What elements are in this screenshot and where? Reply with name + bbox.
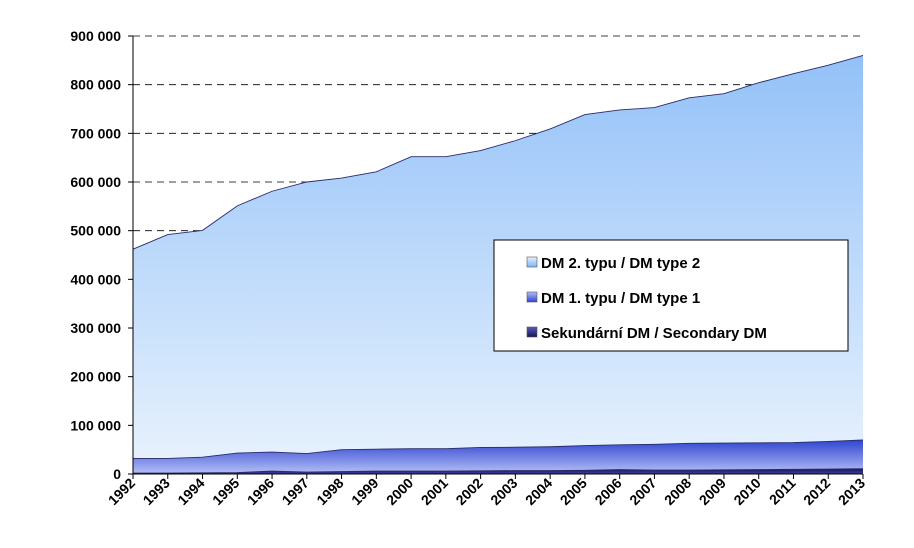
x-tick-label: 1998 — [313, 475, 346, 508]
x-tick-label: 1993 — [140, 475, 173, 508]
area-secondary-dm-outline — [133, 468, 864, 474]
area-dm-type-2-outline — [132, 55, 864, 250]
x-tick-label: 2009 — [696, 475, 729, 508]
y-tick-label: 0 — [113, 466, 121, 482]
legend-label-type1: DM 1. typu / DM type 1 — [541, 290, 700, 307]
x-tick-label: 2012 — [800, 475, 833, 508]
x-tick-label: 2000 — [383, 475, 416, 508]
x-tick-label: 1992 — [105, 475, 138, 508]
legend-item-secondary: Sekundární DM / Secondary DM — [526, 325, 767, 342]
x-tick-label: 2001 — [418, 475, 451, 508]
legend: DM 2. typu / DM type 2 DM 1. typu / DM t… — [493, 239, 849, 352]
y-axis-ticks: 0 100 000 200 000 300 000 400 000 500 000 600 … — [70, 28, 133, 482]
x-tick-label: 2006 — [591, 475, 624, 508]
area-dm-type-1-outline — [133, 439, 864, 459]
y-tick-label: 700 000 — [70, 125, 121, 141]
legend-item-type2: DM 2. typu / DM type 2 — [526, 255, 700, 272]
y-tick-label: 500 000 — [70, 223, 121, 239]
x-tick-label: 1997 — [279, 475, 312, 508]
x-tick-label: 1999 — [348, 475, 381, 508]
legend-swatch-type2 — [526, 256, 538, 268]
area-secondary-dm — [133, 468, 863, 474]
y-tick-label: 800 000 — [70, 77, 121, 93]
x-tick-label: 2011 — [766, 475, 799, 508]
y-tick-label: 900 000 — [70, 28, 121, 44]
y-tick-label: 200 000 — [70, 369, 121, 385]
axes — [132, 36, 863, 475]
y-tick-label: 300 000 — [70, 320, 121, 336]
y-tick-label: 600 000 — [70, 174, 121, 190]
x-tick-label: 2005 — [557, 475, 590, 508]
x-tick-label: 2003 — [487, 475, 520, 508]
x-tick-label: 1995 — [209, 475, 242, 508]
x-tick-label: 1994 — [174, 475, 207, 508]
x-tick-label: 2002 — [452, 475, 485, 508]
legend-label-type2: DM 2. typu / DM type 2 — [541, 255, 700, 272]
area-dm-type-1 — [133, 439, 863, 474]
legend-swatch-type1 — [526, 291, 538, 303]
legend-item-type1: DM 1. typu / DM type 1 — [526, 290, 700, 307]
legend-swatch-secondary — [526, 326, 538, 338]
y-tick-label: 400 000 — [70, 271, 121, 287]
x-tick-label: 2008 — [661, 475, 694, 508]
x-tick-label: 2010 — [730, 475, 763, 508]
legend-label-secondary: Sekundární DM / Secondary DM — [541, 325, 767, 342]
x-axis-ticks: 1992 1993 1994 1995 1996 1997 1998 1999 2000 2001… — [105, 474, 868, 508]
x-tick-label: 1996 — [244, 475, 277, 508]
x-tick-label: 2013 — [835, 475, 868, 508]
x-tick-label: 2007 — [626, 475, 659, 508]
y-tick-label: 100 000 — [70, 417, 121, 433]
x-tick-label: 2004 — [522, 475, 555, 508]
